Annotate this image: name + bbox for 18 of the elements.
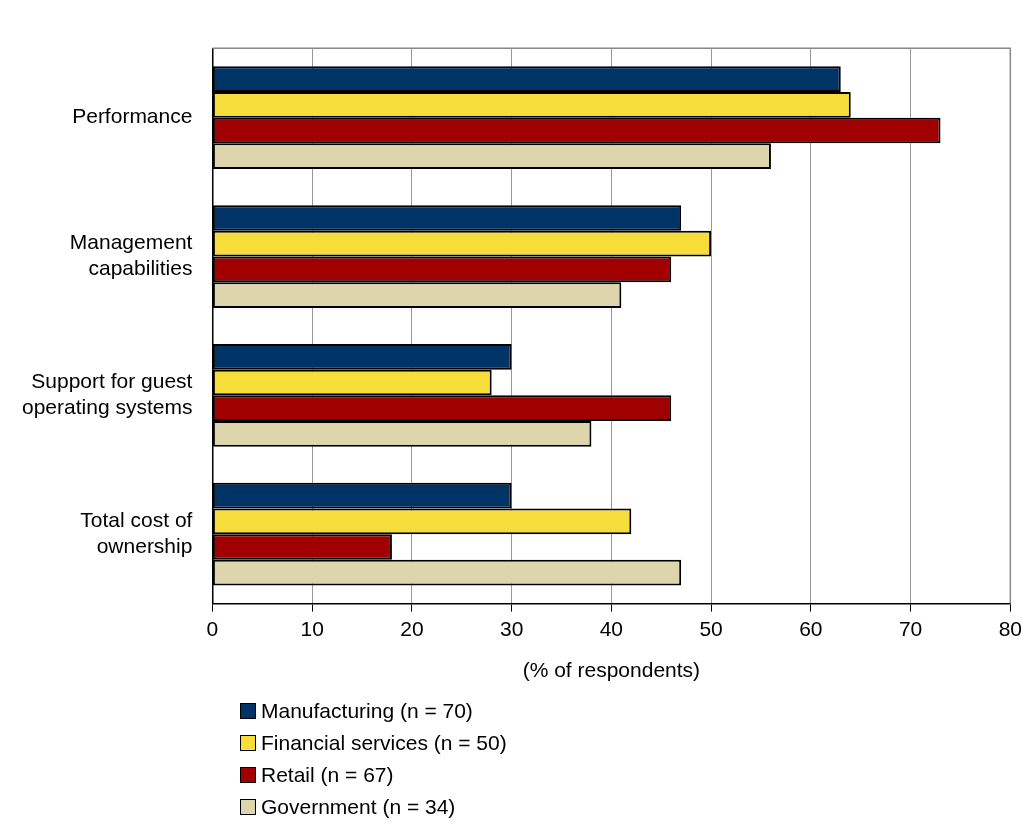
x-tick-label: 70: [898, 617, 923, 640]
y-tick-label: Support for guest operating systems: [21, 369, 193, 419]
x-tick-label: 30: [499, 617, 524, 640]
legend-label: Retail (n = 67): [261, 762, 394, 788]
legend-label: Manufacturing (n = 70): [261, 698, 473, 724]
legend-label: Financial services (n = 50): [261, 730, 507, 756]
x-tick-label: 0: [206, 617, 219, 640]
x-tick-label: 80: [998, 617, 1022, 640]
x-tick-label: 60: [799, 617, 823, 640]
x-axis-title: (% of respondents): [522, 658, 701, 682]
x-tick-label: 10: [300, 617, 324, 640]
x-tick-label: 40: [599, 617, 624, 640]
y-tick-label: Management capabilities: [69, 230, 193, 280]
y-tick-label: Total cost of ownership: [80, 507, 193, 558]
legend-label: Government (n = 34): [261, 794, 456, 820]
x-tick-label: 20: [400, 617, 424, 640]
y-tick-label: Performance: [72, 104, 193, 128]
x-tick-label: 50: [699, 617, 723, 640]
